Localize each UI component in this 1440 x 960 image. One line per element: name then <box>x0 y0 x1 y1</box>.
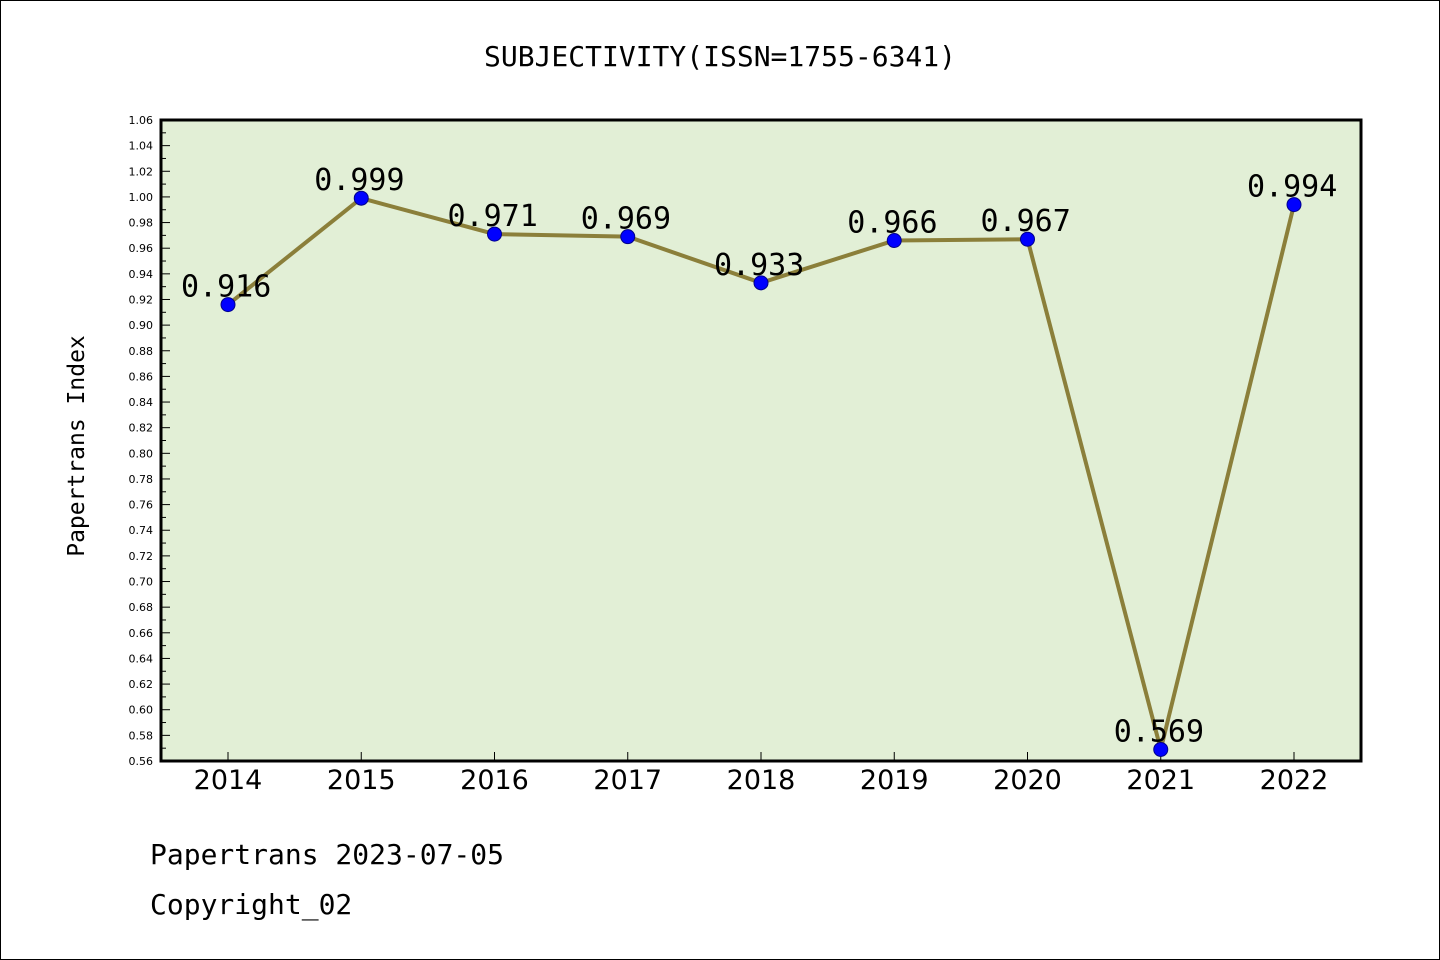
series-layer <box>220 190 1302 757</box>
data-label: 0.999 <box>314 163 404 198</box>
y-tick-label: 1.06 <box>129 114 154 127</box>
y-tick-label: 0.94 <box>129 268 154 281</box>
data-label: 0.933 <box>714 248 804 283</box>
data-label: 0.967 <box>981 204 1071 239</box>
y-tick-label: 0.96 <box>129 242 154 255</box>
y-tick-label: 0.78 <box>129 473 154 486</box>
data-label: 0.966 <box>847 206 937 241</box>
y-tick-label: 0.80 <box>129 447 154 460</box>
y-tick-label: 0.58 <box>129 729 154 742</box>
x-tick-label: 2017 <box>593 765 662 796</box>
y-tick-label: 0.66 <box>129 627 154 640</box>
data-point <box>1153 741 1169 757</box>
y-tick-label: 0.74 <box>129 524 154 537</box>
y-tick-label: 0.86 <box>129 370 154 383</box>
y-tick-label: 1.04 <box>129 140 154 153</box>
data-label: 0.994 <box>1247 170 1337 205</box>
data-label: 0.569 <box>1114 714 1204 749</box>
data-point <box>220 297 236 313</box>
data-point <box>620 229 636 245</box>
x-axis: 2014 2015 2016 2017 2018 2019 2020 2021 2022 <box>194 752 1329 796</box>
y-tick-label: 1.02 <box>129 165 154 178</box>
footer-date: Papertrans 2023-07-05 <box>150 838 504 871</box>
x-tick-label: 2018 <box>727 765 796 796</box>
y-tick-label: 0.56 <box>129 755 154 768</box>
y-tick-label: 0.68 <box>129 601 154 614</box>
y-tick-label: 0.90 <box>129 319 154 332</box>
y-tick-label: 0.60 <box>129 704 154 717</box>
y-tick-label: 0.72 <box>129 550 154 563</box>
data-point <box>1286 197 1302 213</box>
data-point <box>1020 231 1035 247</box>
footer-copyright: Copyright_02 <box>150 888 352 922</box>
y-tick-label: 0.70 <box>129 576 154 589</box>
data-point <box>353 190 369 206</box>
y-tick-label: 0.62 <box>129 678 154 691</box>
plot-border <box>159 118 1363 763</box>
chart-title: SUBJECTIVITY(ISSN=1755-6341) <box>484 40 956 73</box>
x-tick-label: 2020 <box>993 765 1062 796</box>
data-point <box>487 226 502 242</box>
x-tick-label: 2019 <box>860 765 929 796</box>
y-tick-label: 0.88 <box>129 345 154 358</box>
data-point <box>753 275 769 291</box>
y-tick-label: 0.98 <box>129 217 154 230</box>
x-tick-label: 2022 <box>1260 765 1329 796</box>
x-tick-label: 2015 <box>327 765 396 796</box>
x-tick-label: 2014 <box>194 765 263 796</box>
y-tick-label: 0.82 <box>129 422 154 435</box>
y-tick-label: 1.00 <box>129 191 154 204</box>
x-tick-label: 2016 <box>460 765 529 796</box>
data-point <box>886 233 902 249</box>
y-axis: 0.56 0.58 0.60 0.62 0.64 0.66 0.68 0.70 0.72 0.74… <box>129 114 170 768</box>
x-tick-label: 2021 <box>1126 765 1195 796</box>
plot-area <box>161 120 1361 761</box>
y-tick-label: 0.64 <box>129 652 154 665</box>
y-tick-label: 0.76 <box>129 499 154 512</box>
data-label: 0.969 <box>581 202 671 237</box>
y-axis-label: Papertrans Index <box>64 335 90 557</box>
data-label: 0.916 <box>181 270 271 305</box>
y-tick-label: 0.92 <box>129 293 154 306</box>
y-tick-label: 0.84 <box>129 396 154 409</box>
data-labels: 0.916 0.999 0.971 0.969 0.933 0.966 0.967 0.569… <box>181 163 1337 749</box>
data-label: 0.971 <box>448 199 538 234</box>
